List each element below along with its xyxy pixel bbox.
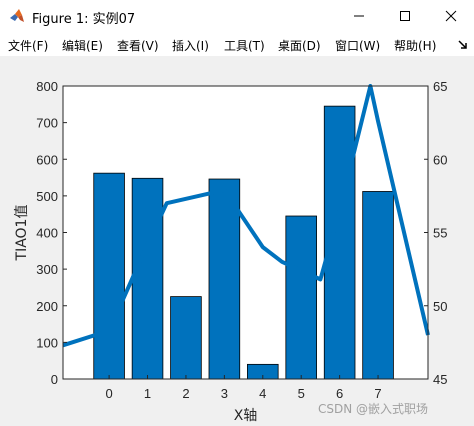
- title-bar: Figure 1: 实例07: [0, 0, 474, 32]
- bar-5: [285, 215, 317, 380]
- left-y-tick-label: 700: [36, 116, 58, 131]
- minimize-icon: [354, 15, 364, 17]
- bar-2: [170, 296, 202, 380]
- x-tick-label: 2: [182, 386, 189, 401]
- x-tick-label: 3: [221, 386, 228, 401]
- matlab-logo-icon: [10, 9, 24, 22]
- left-y-tick-label: 400: [36, 226, 58, 241]
- y-axis-label-left: TIAO1值: [14, 205, 30, 262]
- toolbar-arrow-icon[interactable]: [457, 38, 469, 50]
- maximize-button[interactable]: [382, 0, 428, 32]
- close-button[interactable]: [428, 0, 474, 32]
- x-tick-label: 6: [336, 386, 343, 401]
- right-y-tick-label: 55: [433, 226, 447, 241]
- left-y-tick-label: 300: [36, 262, 58, 277]
- left-y-tick-label: 100: [36, 335, 58, 350]
- bar-1: [131, 177, 164, 380]
- x-tick-label: 5: [298, 386, 305, 401]
- menu-window[interactable]: 窗口(W): [335, 39, 381, 53]
- bar-7: [362, 191, 394, 380]
- bar-0: [93, 172, 125, 380]
- left-y-tick-label: 600: [36, 152, 58, 167]
- right-y-tick-label: 45: [433, 372, 447, 387]
- watermark: CSDN @嵌入式职场: [318, 402, 429, 416]
- right-y-tick-label: 60: [433, 152, 447, 167]
- x-axis-label: X轴: [234, 408, 258, 424]
- menu-view[interactable]: 查看(V): [117, 39, 159, 53]
- x-tick-label: 7: [374, 386, 381, 401]
- left-y-tick-label: 0: [51, 372, 58, 387]
- menu-tools[interactable]: 工具(T): [224, 39, 265, 53]
- line-series: [62, 84, 430, 348]
- x-tick-label: 1: [144, 386, 151, 401]
- left-y-tick-label: 500: [36, 189, 58, 204]
- x-tick-label: 0: [105, 386, 112, 401]
- chart: 0 1 2 3 4 5 6 701002003004005006007008004550556…: [14, 79, 447, 424]
- menu-file[interactable]: 文件(F): [8, 39, 49, 53]
- menu-edit[interactable]: 编辑(E): [62, 39, 103, 53]
- menu-desktop[interactable]: 桌面(D): [278, 39, 321, 53]
- left-y-tick-label: 800: [36, 79, 58, 94]
- left-y-tick-label: 200: [36, 299, 58, 314]
- figure-canvas: 0 1 2 3 4 5 6 7 0 100 200 300 400 500 600 700 800 45 50 55 6…: [0, 56, 474, 426]
- right-y-tick-label: 50: [433, 299, 447, 314]
- maximize-icon: [400, 11, 410, 21]
- menu-help[interactable]: 帮助(H): [394, 39, 437, 53]
- minimize-button[interactable]: [336, 0, 382, 32]
- window-title: Figure 1: 实例07: [32, 12, 136, 27]
- x-tick-label: 4: [259, 386, 266, 401]
- menu-bar: 文件(F) 编辑(E) 查看(V) 插入(I) 工具(T) 桌面(D) 窗口(W…: [0, 32, 474, 56]
- close-icon: [445, 10, 457, 22]
- right-y-tick-label: 65: [433, 79, 447, 94]
- bar-6: [323, 105, 356, 380]
- menu-insert[interactable]: 插入(I): [172, 39, 209, 53]
